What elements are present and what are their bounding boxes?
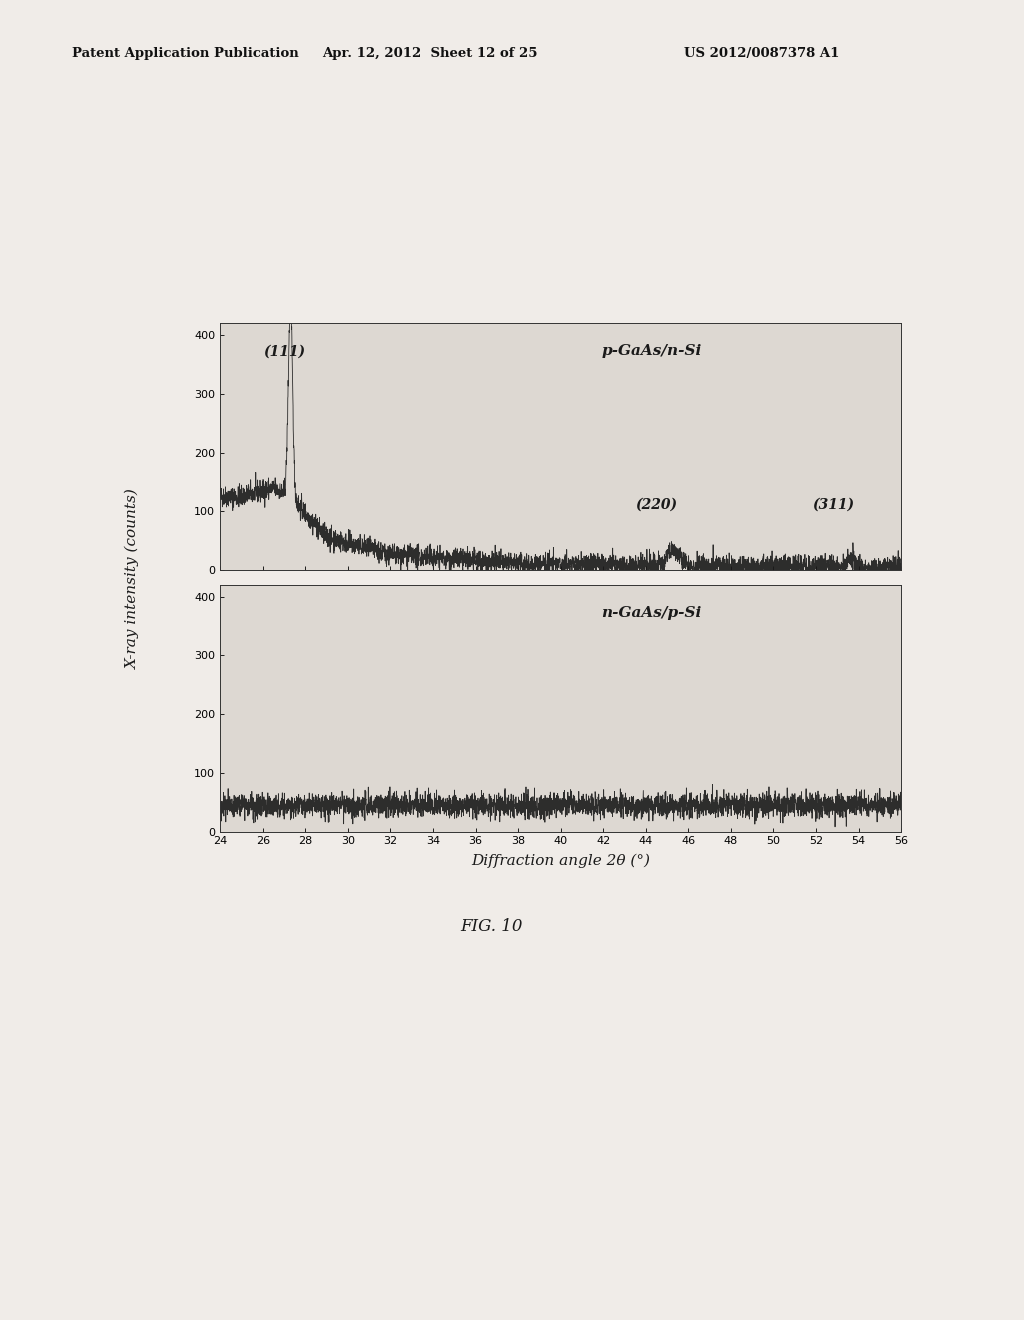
Text: (111): (111) (263, 345, 305, 359)
Text: Apr. 12, 2012  Sheet 12 of 25: Apr. 12, 2012 Sheet 12 of 25 (323, 46, 538, 59)
Text: FIG. 10: FIG. 10 (460, 917, 523, 935)
Text: Patent Application Publication: Patent Application Publication (72, 46, 298, 59)
Text: (220): (220) (635, 498, 677, 511)
X-axis label: Diffraction angle 2θ (°): Diffraction angle 2θ (°) (471, 854, 650, 867)
Text: US 2012/0087378 A1: US 2012/0087378 A1 (684, 46, 840, 59)
Text: p-GaAs/n-Si: p-GaAs/n-Si (601, 345, 701, 359)
Text: X-ray intensity (counts): X-ray intensity (counts) (126, 487, 140, 669)
Text: n-GaAs/p-Si: n-GaAs/p-Si (601, 606, 701, 620)
Text: (311): (311) (812, 498, 854, 511)
